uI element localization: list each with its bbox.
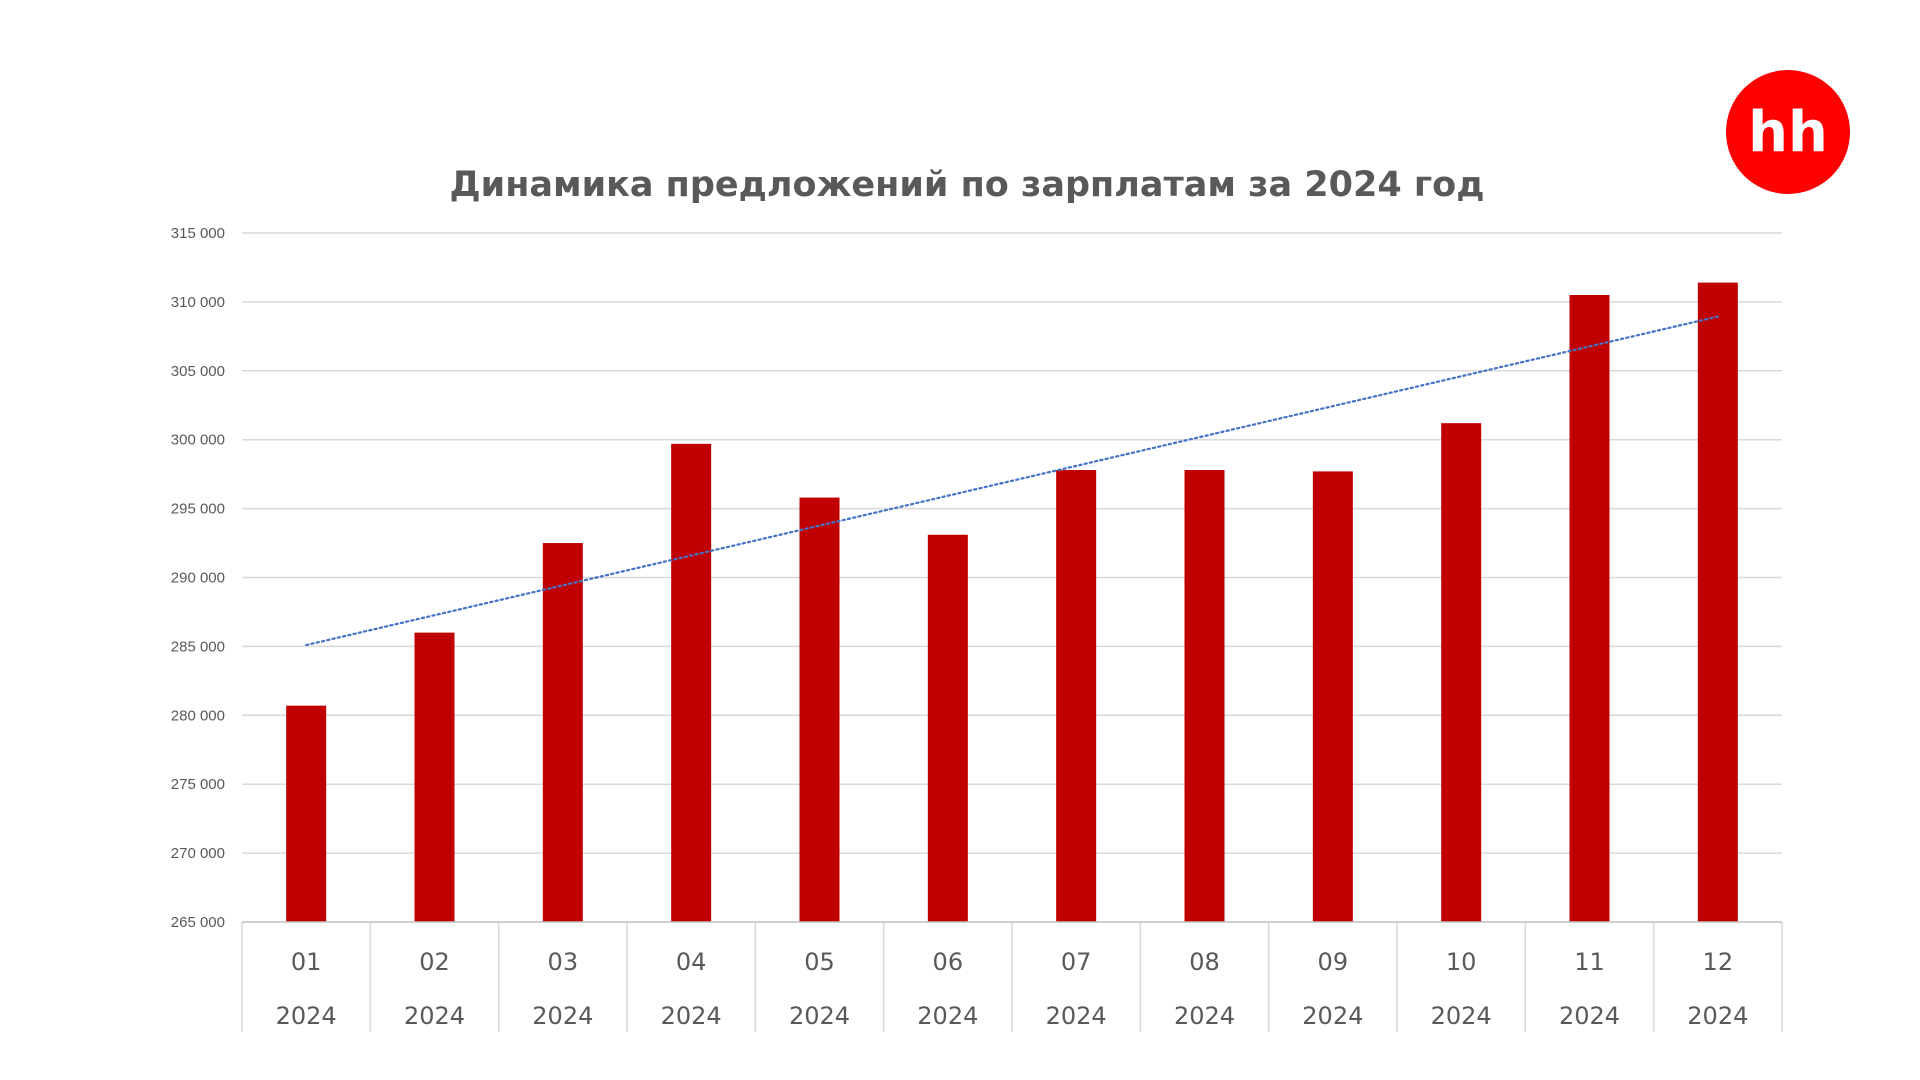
y-tick-label: 290 000 (171, 570, 225, 587)
y-tick-label: 315 000 (171, 225, 225, 242)
x-tick-label-year: 2024 (917, 1002, 978, 1030)
x-tick-label-year: 2024 (404, 1002, 465, 1030)
x-axis: 01 2024 02 2024 03 2024 04 2024 05 2024 06 2024 07 20… (241, 921, 1783, 1032)
y-tick-label: 310 000 (171, 294, 225, 311)
y-axis-labels: 265 000 270 000 275 000 280 000 285 000 290 0… (171, 225, 225, 931)
bar (414, 632, 455, 922)
bar (671, 443, 712, 922)
bar (799, 497, 840, 922)
y-tick-label: 275 000 (171, 776, 225, 793)
bar (1056, 470, 1097, 922)
x-tick-label-month: 08 (1189, 948, 1220, 976)
bars (286, 282, 1738, 922)
x-tick-label-year: 2024 (276, 1002, 337, 1030)
bar (1569, 295, 1610, 922)
hh-logo-circle (1726, 70, 1850, 194)
x-tick-label-month: 06 (933, 948, 964, 976)
x-tick-label-month: 11 (1574, 948, 1605, 976)
x-tick-label-month: 10 (1446, 948, 1477, 976)
trendline-path (305, 315, 1719, 647)
y-tick-label: 305 000 (171, 363, 225, 380)
x-tick-label-year: 2024 (1174, 1002, 1235, 1030)
x-tick-label-month: 07 (1061, 948, 1092, 976)
x-tick-label-year: 2024 (1046, 1002, 1107, 1030)
x-tick-label-year: 2024 (532, 1002, 593, 1030)
y-tick-label: 280 000 (171, 707, 225, 724)
x-tick-label-month: 12 (1703, 948, 1734, 976)
chart-title: Динамика предложений по зарплатам за 202… (450, 165, 1485, 205)
bar (286, 705, 327, 922)
x-tick-label-year: 2024 (1302, 1002, 1363, 1030)
bar (1697, 282, 1738, 922)
bar (1312, 471, 1353, 922)
hh-logo-text: hh (1748, 100, 1828, 165)
bar (542, 543, 583, 922)
bar (927, 534, 968, 922)
x-tick-label-year: 2024 (1431, 1002, 1492, 1030)
hh-logo: hh (1726, 70, 1850, 194)
x-tick-label-month: 09 (1318, 948, 1349, 976)
x-tick-label-month: 02 (419, 948, 450, 976)
y-tick-label: 285 000 (171, 638, 225, 655)
x-tick-label-year: 2024 (1559, 1002, 1620, 1030)
x-tick-label-month: 03 (548, 948, 579, 976)
x-tick-label-month: 05 (804, 948, 835, 976)
bar (1441, 423, 1482, 922)
gridlines (242, 232, 1782, 854)
x-tick-label-year: 2024 (661, 1002, 722, 1030)
bar (1184, 470, 1225, 922)
y-tick-label: 300 000 (171, 432, 225, 449)
x-tick-label-month: 04 (676, 948, 707, 976)
y-tick-label: 295 000 (171, 501, 225, 518)
y-tick-label: 270 000 (171, 845, 225, 862)
x-tick-label-month: 01 (291, 948, 322, 976)
trendline (305, 315, 1719, 647)
y-tick-label: 265 000 (171, 914, 225, 931)
x-tick-label-year: 2024 (789, 1002, 850, 1030)
x-tick-label-year: 2024 (1687, 1002, 1748, 1030)
